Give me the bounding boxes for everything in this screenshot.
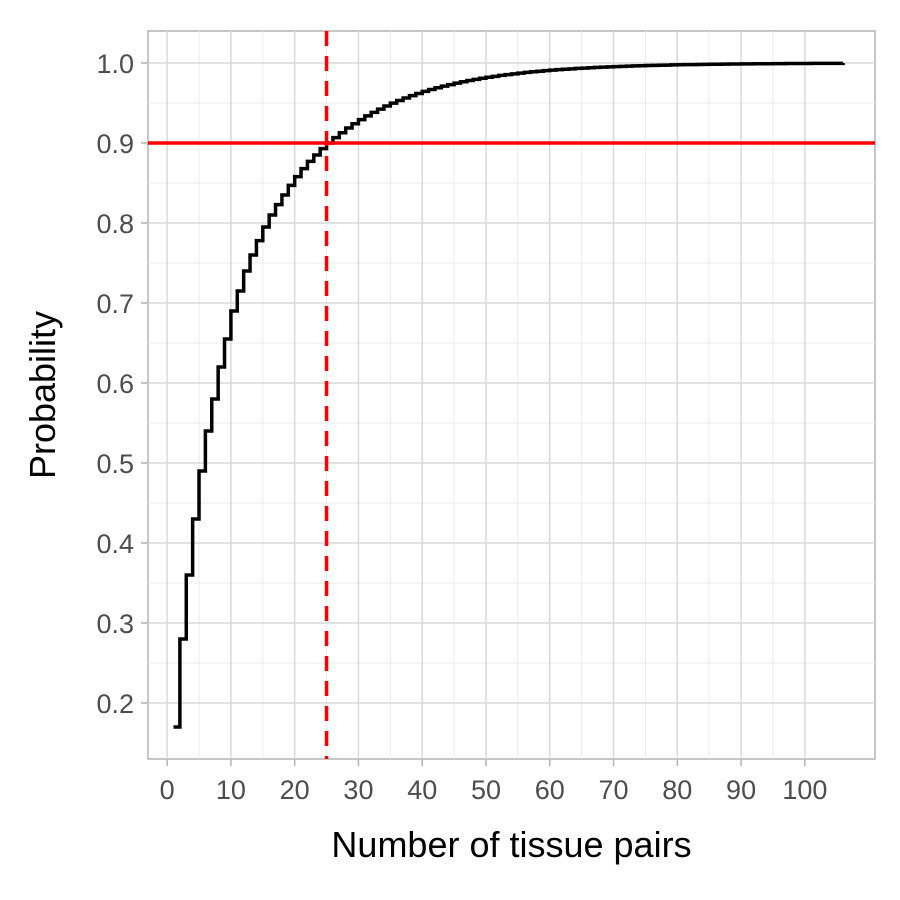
y-tick-label: 0.2	[96, 689, 134, 719]
x-tick-label: 50	[471, 775, 501, 805]
ecdf-step-line	[173, 61, 845, 729]
y-tick-label: 0.6	[96, 369, 134, 399]
y-tick-label: 0.3	[96, 609, 134, 639]
reference-lines	[148, 31, 875, 759]
y-axis-title: Probability	[22, 311, 63, 479]
y-tick-label: 0.5	[96, 449, 134, 479]
x-tick-label: 90	[726, 775, 756, 805]
x-tick-label: 80	[662, 775, 692, 805]
y-tick-label: 1.0	[96, 49, 134, 79]
y-tick-label: 0.8	[96, 209, 134, 239]
x-tick-label: 60	[535, 775, 565, 805]
plot-panel	[147, 30, 876, 760]
y-tick-label: 0.7	[96, 289, 134, 319]
x-tick-label: 30	[343, 775, 373, 805]
x-axis-title: Number of tissue pairs	[331, 824, 691, 865]
x-tick-label: 0	[160, 775, 175, 805]
y-tick-label: 0.9	[96, 129, 134, 159]
y-axis: 0.2 0.3 0.4 0.5 0.6 0.7 0.8 0.9 1.0	[96, 49, 148, 719]
x-axis: 0 10 20 30 40 50 60 70 80 90 100	[160, 759, 827, 805]
x-tick-label: 20	[280, 775, 310, 805]
x-tick-label: 10	[216, 775, 246, 805]
x-tick-label: 40	[407, 775, 437, 805]
data-layer	[173, 61, 845, 729]
x-tick-label: 100	[782, 775, 827, 805]
x-tick-label: 70	[599, 775, 629, 805]
y-tick-label: 0.4	[96, 529, 134, 559]
